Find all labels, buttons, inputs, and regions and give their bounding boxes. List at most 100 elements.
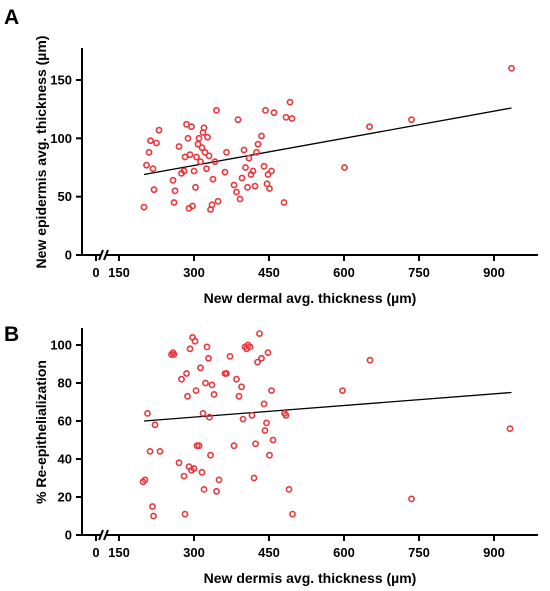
panel-a-data-point	[236, 195, 244, 203]
panel-b-data-point	[339, 387, 346, 394]
panel-b: B % Re-epithelialization New dermis avg.…	[4, 323, 538, 586]
panel-b-x-ticks: 0 150 300 450 600 750 900	[92, 529, 505, 560]
panel-a-data-point	[242, 164, 249, 171]
panel-b-data-point	[256, 330, 263, 337]
panel-a-data-point	[266, 185, 273, 192]
panel-a-data-point	[282, 113, 290, 121]
panel-b-points	[139, 330, 514, 520]
panel-a-data-point	[198, 144, 206, 152]
panel-b-data-point	[366, 356, 374, 364]
panel-b-data-point	[203, 343, 211, 351]
panel-b-data-point	[205, 354, 212, 362]
panel-a-data-point	[170, 199, 178, 206]
panel-a-data-point	[186, 151, 194, 159]
panel-a-data-point	[253, 148, 260, 156]
panel-a-axis-break-mark	[98, 249, 104, 261]
panel-a-data-point	[188, 123, 195, 131]
panel-b-axis-break-mark	[103, 529, 109, 541]
panel-a-data-point	[211, 158, 219, 166]
panel-b-x-tick-label: 450	[258, 545, 280, 560]
panel-a-data-point	[286, 98, 294, 106]
panel-b-data-point	[207, 451, 214, 459]
panel-a-data-point	[240, 146, 248, 154]
panel-b-data-point	[246, 343, 254, 351]
panel-b-data-point	[215, 476, 223, 484]
panel-a-y-tick-label: 50	[58, 189, 72, 204]
panel-a-trend	[143, 107, 512, 176]
panel-b-x-tick-label: 600	[333, 545, 355, 560]
panel-a-data-point	[189, 202, 196, 210]
panel-b-data-point	[223, 370, 230, 377]
panel-a-data-point	[223, 148, 230, 156]
panel-b-data-point	[263, 419, 270, 427]
panel-b-axis-break-gap	[101, 531, 106, 539]
panel-a-data-point	[508, 64, 515, 72]
panel-a-data-point	[249, 167, 257, 175]
panel-a-data-point	[193, 153, 200, 161]
panel-b-data-point	[233, 375, 240, 383]
panel-b-x-tick-label: 900	[483, 545, 505, 560]
panel-b-data-point	[210, 390, 218, 398]
panel-a-x-axis-title: New dermal avg. thickness (µm)	[204, 290, 417, 306]
panel-b-data-point	[192, 387, 200, 394]
panel-b-data-point	[260, 400, 268, 408]
panel-a-data-point	[214, 197, 222, 205]
panel-a-x-tick-label: 750	[408, 265, 430, 280]
panel-a-y-tick-label: 150	[50, 73, 72, 88]
panel-a-data-point	[171, 187, 179, 195]
panel-b-data-point	[289, 510, 296, 518]
panel-a-x-tick-label: 150	[108, 265, 130, 280]
panel-b-data-point	[506, 425, 514, 432]
panel-a-data-point	[254, 140, 262, 148]
panel-a-data-point	[268, 167, 275, 175]
panel-b-data-point	[156, 447, 164, 455]
panel-a-data-point	[153, 139, 160, 147]
panel-b-data-point	[183, 370, 190, 377]
panel-a-data-point	[221, 168, 229, 176]
panel-b-data-point	[268, 387, 275, 394]
panel-a-data-point	[140, 203, 148, 211]
panel-a-data-point	[204, 133, 211, 141]
panel-b-y-tick-label: 80	[58, 376, 72, 391]
panel-a-data-point	[366, 123, 373, 131]
panel-a-data-point	[288, 115, 296, 122]
panel-a-data-point	[143, 161, 150, 169]
panel-a-data-point	[258, 132, 265, 140]
panel-b-data-point	[408, 495, 415, 503]
panel-a-y-tick-label: 100	[50, 131, 72, 146]
panel-a-data-point	[264, 171, 272, 178]
panel-a-points	[140, 64, 515, 213]
panel-a-data-point	[149, 165, 157, 173]
panel-a-data-point	[145, 148, 153, 156]
panel-a-data-point	[190, 167, 198, 175]
panel-b-data-point	[250, 474, 258, 482]
panel-a-x-ticks: 0 150 300 450 600 750 900	[92, 249, 505, 280]
panel-b-data-point	[226, 352, 234, 360]
panel-a-x-tick-label: 900	[483, 265, 505, 280]
panel-b-y-tick-label: 20	[58, 490, 72, 505]
panel-a-data-point	[213, 106, 220, 114]
panel-a-data-point	[150, 186, 158, 194]
panel-a-data-point	[203, 165, 210, 173]
panel-a-data-point	[238, 174, 246, 182]
panel-a-data-point	[408, 116, 415, 124]
panel-a-data-point	[180, 167, 188, 175]
panel-b-data-point	[191, 337, 199, 345]
panel-b-data-point	[198, 468, 206, 476]
panel-a-data-point	[245, 154, 253, 162]
panel-b-y-tick-label: 0	[65, 528, 72, 543]
panel-a-data-point	[147, 137, 154, 145]
panel-a-data-point	[251, 182, 259, 190]
panel-b-data-point	[254, 358, 261, 366]
panel-b-y-ticks: 0 20 40 60 80 100	[50, 338, 82, 543]
panel-a-y-axis-title: New epidermis avg. thickness (µm)	[33, 36, 49, 269]
panel-a-x-tick-label: 0	[92, 265, 99, 280]
panel-b-data-point	[141, 476, 149, 484]
panel-b-data-point	[151, 421, 159, 429]
panel-a-data-point	[205, 152, 213, 160]
panel-a-x-tick-label: 450	[258, 265, 280, 280]
panel-a-data-point	[234, 116, 242, 124]
panel-b-data-point	[285, 485, 293, 493]
panel-a-data-point	[184, 134, 192, 142]
